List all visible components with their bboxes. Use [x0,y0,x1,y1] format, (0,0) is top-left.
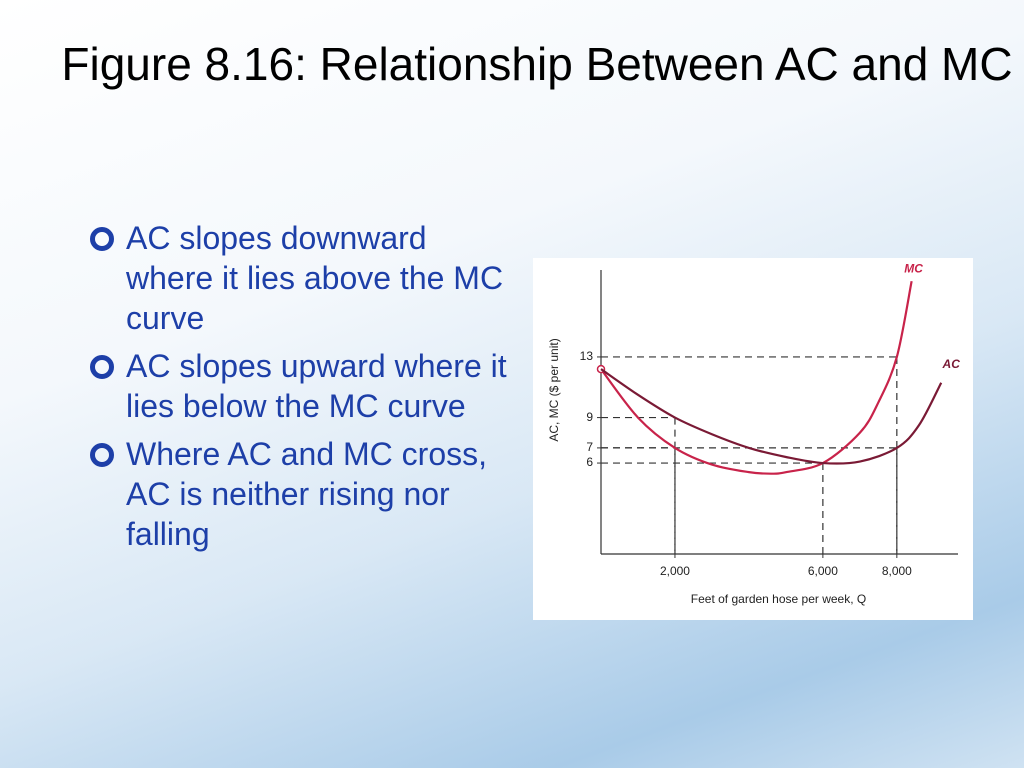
x-tick-label: 8,000 [882,564,912,578]
x-axis-label: Feet of garden hose per week, Q [691,592,866,606]
x-tick-label: 2,000 [660,564,690,578]
chart: 67 9 13 2,000 6,000 8,000 Feet of garden hose … [533,258,973,620]
bullet: AC slopes upward where it lies below the… [88,346,508,426]
y-tick-label: 7 [586,440,593,454]
y-tick-label: 9 [586,410,593,424]
y-tick-label: 13 [580,349,594,363]
bullet-list: AC slopes downward where it lies above t… [88,218,508,562]
y-tick-label: 6 [586,455,593,469]
series-label: MC [904,261,923,275]
bullet: Where AC and MC cross, AC is neither ris… [88,434,508,554]
curve [600,280,913,475]
bullet: AC slopes downward where it lies above t… [88,218,508,338]
x-tick-label: 6,000 [808,564,838,578]
curve [600,368,943,465]
slide-title: Figure 8.16: Relationship Between AC and… [61,38,1013,90]
series-label: AC [942,357,961,371]
y-axis-label: AC, MC ($ per unit) [547,338,561,441]
